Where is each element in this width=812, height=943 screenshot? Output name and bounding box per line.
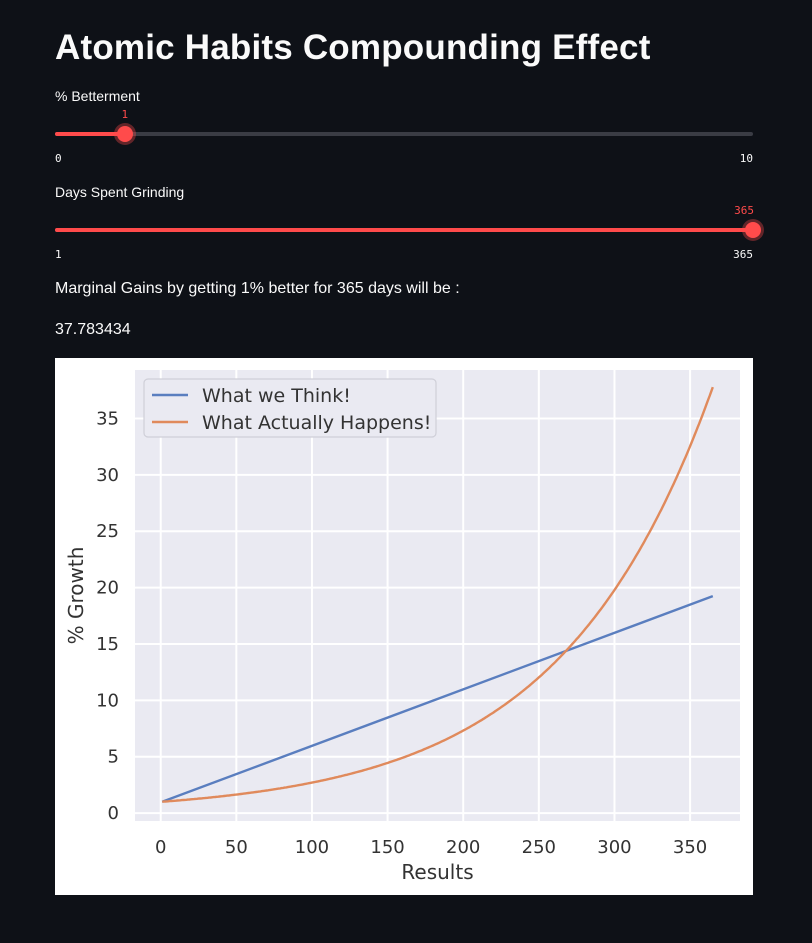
series-line-1 — [161, 594, 714, 803]
slider-track[interactable] — [55, 132, 753, 136]
x-tick-label: 150 — [370, 837, 404, 858]
y-axis-label: % Growth — [64, 547, 88, 645]
slider-min: 1 — [55, 248, 62, 261]
x-tick-label: 0 — [155, 837, 166, 858]
x-tick-label: 300 — [597, 837, 631, 858]
y-tick-label: 35 — [96, 408, 119, 429]
slider-max: 365 — [733, 248, 753, 261]
slider-fill — [55, 132, 125, 136]
legend-box — [143, 378, 437, 438]
y-tick-label: 10 — [96, 690, 119, 711]
slider-thumb[interactable] — [745, 222, 761, 238]
slider-max: 10 — [739, 152, 753, 165]
legend-label: What Actually Happens! — [202, 412, 431, 434]
days-slider[interactable]: 365 1 365 — [55, 204, 761, 261]
growth-chart-svg: 0 50 100 150 200 250 300 350 0 5 10 15 20 25 30 35 Resul… — [64, 370, 740, 884]
x-tick-label: 350 — [673, 837, 707, 858]
x-tick-label: 200 — [446, 837, 480, 858]
y-tick-label: 15 — [96, 634, 119, 655]
y-tick-label: 0 — [108, 803, 119, 824]
slider-min: 0 — [55, 152, 62, 165]
legend-label: What we Think! — [202, 385, 351, 407]
y-tick-label: 30 — [96, 465, 119, 486]
y-tick-label: 5 — [108, 747, 119, 768]
slider-thumb[interactable] — [116, 126, 133, 142]
result-sentence: Marginal Gains by getting 1% better for … — [55, 280, 460, 297]
x-tick-label: 50 — [225, 837, 248, 858]
betterment-slider[interactable]: 1 0 10 — [55, 108, 753, 165]
betterment-label: % Betterment — [55, 88, 140, 104]
x-axis-label: Results — [401, 860, 473, 884]
result-value: 37.783434 — [55, 321, 131, 338]
series-line-2 — [162, 386, 714, 803]
slider-fill — [55, 228, 753, 232]
slider-value: 1 — [121, 108, 129, 121]
page-title: Atomic Habits Compounding Effect — [55, 28, 651, 67]
slider-value: 365 — [734, 204, 754, 217]
plot-area — [135, 370, 740, 821]
days-label: Days Spent Grinding — [55, 184, 185, 200]
x-tick-label: 250 — [522, 837, 556, 858]
x-tick-label: 100 — [295, 837, 329, 858]
y-tick-label: 25 — [96, 521, 119, 542]
growth-chart: 0 50 100 150 200 250 300 350 0 5 10 15 20 25 30 35 Resul… — [55, 358, 753, 895]
y-tick-label: 20 — [96, 578, 119, 599]
